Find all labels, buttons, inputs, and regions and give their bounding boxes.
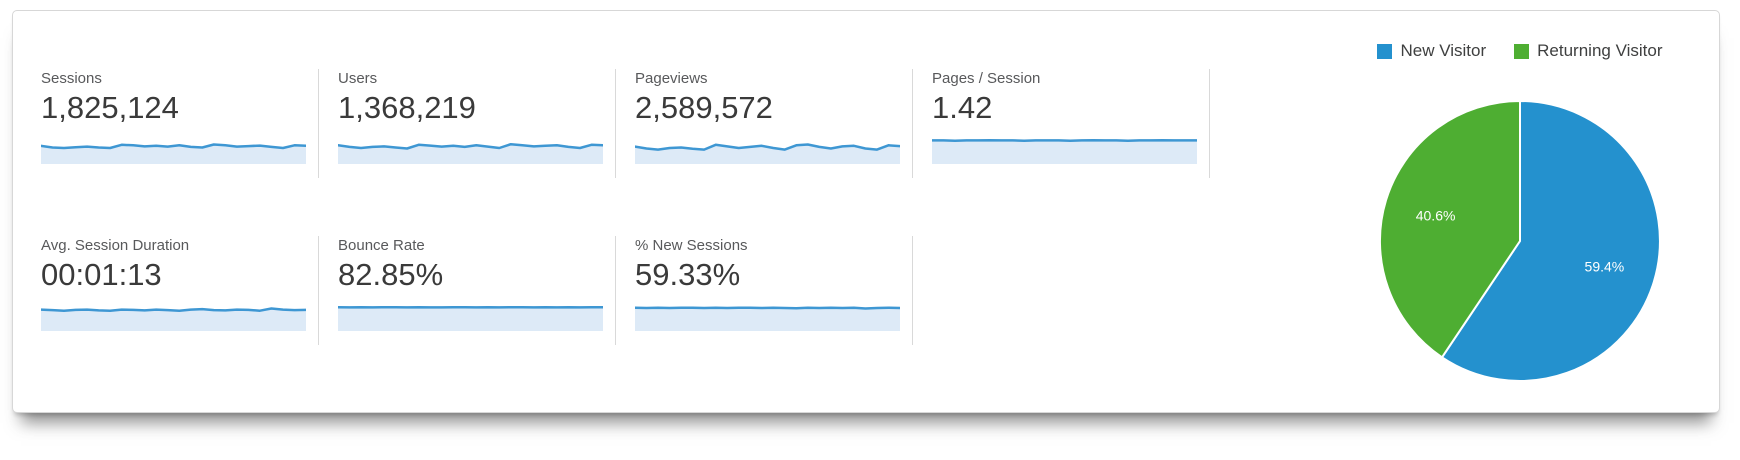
metric-label: Sessions: [41, 70, 102, 87]
percent-new-sessions-sparkline: [633, 299, 902, 331]
metric-label: Users: [338, 70, 378, 87]
avg-session-duration-sparkline: [39, 299, 308, 331]
metric-label: Bounce Rate: [338, 237, 425, 254]
returning-visitor-swatch-icon: [1514, 43, 1530, 59]
legend-label: New Visitor: [1400, 41, 1487, 60]
pie-legend: New Visitor Returning Visitor: [1377, 41, 1663, 61]
metric-label: Avg. Session Duration: [41, 237, 190, 254]
metric-label: Pageviews: [635, 70, 708, 87]
metric-card-avg-session-duration[interactable]: Avg. Session Duration 00:01:13: [39, 236, 319, 345]
new-visitor-swatch-icon: [1377, 43, 1393, 59]
metric-card-bounce-rate[interactable]: Bounce Rate 82.85%: [336, 236, 616, 345]
metrics-row-1: Sessions 1,825,124 Users 1,368,219 Pagev…: [39, 69, 1321, 178]
metric-value: 1.42: [932, 90, 993, 125]
legend-item-new-visitor: New Visitor: [1377, 41, 1486, 61]
metric-value: 59.33%: [635, 257, 741, 292]
metric-card-pages-per-session[interactable]: Pages / Session 1.42: [930, 69, 1210, 178]
visitor-pie-widget: New Visitor Returning Visitor 59.4% 40.6%: [1321, 11, 1719, 412]
pie-slice-new-visitor[interactable]: [1441, 100, 1661, 382]
metric-value: 1,368,219: [338, 90, 476, 125]
metric-card-pageviews[interactable]: Pageviews 2,589,572: [633, 69, 913, 178]
metric-card-percent-new-sessions[interactable]: % New Sessions 59.33%: [633, 236, 913, 345]
legend-item-returning-visitor: Returning Visitor: [1514, 41, 1663, 61]
bounce-rate-sparkline: [336, 299, 605, 331]
metrics-grid: Sessions 1,825,124 Users 1,368,219 Pagev…: [13, 11, 1321, 412]
legend-label: Returning Visitor: [1537, 41, 1663, 60]
metric-card-users[interactable]: Users 1,368,219: [336, 69, 616, 178]
metric-value: 82.85%: [338, 257, 444, 292]
metric-value: 1,825,124: [41, 90, 179, 125]
summary-panel: Sessions 1,825,124 Users 1,368,219 Pagev…: [12, 10, 1720, 413]
pie-slice-label: 40.6%: [1416, 207, 1456, 223]
pageviews-sparkline: [633, 132, 902, 164]
metric-card-sessions[interactable]: Sessions 1,825,124: [39, 69, 319, 178]
pie-slice-returning-visitor[interactable]: [1378, 100, 1521, 359]
pie-slice-label: 59.4%: [1585, 259, 1625, 275]
metric-value: 00:01:13: [41, 257, 162, 292]
visitor-pie-chart[interactable]: 59.4% 40.6%: [1370, 91, 1670, 396]
metric-value: 2,589,572: [635, 90, 773, 125]
metric-label: Pages / Session: [932, 70, 1041, 87]
metric-label: % New Sessions: [635, 237, 748, 254]
metrics-row-2: Avg. Session Duration 00:01:13 Bounce Ra…: [39, 236, 1321, 345]
users-sparkline: [336, 132, 605, 164]
sessions-sparkline: [39, 132, 308, 164]
pages-per-session-sparkline: [930, 132, 1199, 164]
